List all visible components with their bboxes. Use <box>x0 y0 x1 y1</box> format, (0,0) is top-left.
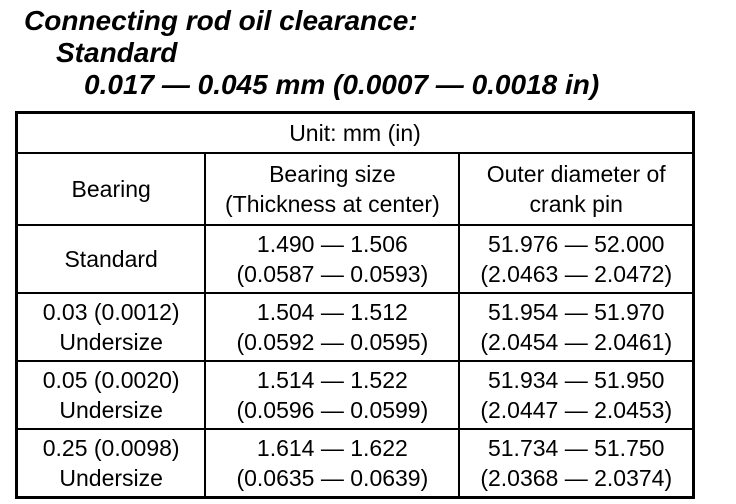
cell-bearing: 0.03 (0.0012) Undersize <box>15 292 207 362</box>
cell-bearing: 0.25 (0.0098) Undersize <box>15 428 207 499</box>
cell-crank-pin-diameter: 51.734 — 51.750 (2.0368 — 2.0374) <box>458 428 695 499</box>
cell-bearing-size: 1.504 — 1.512 (0.0592 — 0.0595) <box>204 292 461 362</box>
col-header-crank-pin-diameter: Outer diameter of crank pin <box>458 152 695 226</box>
spec-standard-label: Standard <box>56 37 178 68</box>
table-header-row: Bearing Bearing size (Thickness at cente… <box>15 152 695 226</box>
unit-label: Unit: mm (in) <box>15 111 695 154</box>
table-row-undersize-005: 0.05 (0.0020) Undersize 1.514 — 1.522 (0… <box>15 360 695 430</box>
cell-crank-pin-diameter: 51.954 — 51.970 (2.0454 — 2.0461) <box>458 292 695 362</box>
cell-crank-pin-diameter: 51.934 — 51.950 (2.0447 — 2.0453) <box>458 360 695 430</box>
col-header-bearing-size: Bearing size (Thickness at center) <box>204 152 461 226</box>
spec-heading: Connecting rod oil clearance: Standard 0… <box>0 0 736 101</box>
cell-bearing-size: 1.614 — 1.622 (0.0635 — 0.0639) <box>204 428 461 499</box>
cell-bearing-size: 1.490 — 1.506 (0.0587 — 0.0593) <box>204 224 461 294</box>
table-row-undersize-003: 0.03 (0.0012) Undersize 1.504 — 1.512 (0… <box>15 292 695 362</box>
cell-bearing-size: 1.514 — 1.522 (0.0596 — 0.0599) <box>204 360 461 430</box>
unit-row: Unit: mm (in) <box>15 111 695 154</box>
spec-title: Connecting rod oil clearance: <box>24 5 418 36</box>
cell-bearing: Standard <box>15 224 207 294</box>
cell-bearing: 0.05 (0.0020) Undersize <box>15 360 207 430</box>
spec-standard-value: 0.017 — 0.045 mm (0.0007 — 0.0018 in) <box>84 69 600 100</box>
col-header-bearing: Bearing <box>15 152 207 226</box>
table-row-standard: Standard 1.490 — 1.506 (0.0587 — 0.0593)… <box>15 224 695 294</box>
cell-crank-pin-diameter: 51.976 — 52.000 (2.0463 — 2.0472) <box>458 224 695 294</box>
bearing-spec-table: Unit: mm (in) Bearing Bearing size (Thic… <box>15 111 695 499</box>
table-row-undersize-025: 0.25 (0.0098) Undersize 1.614 — 1.622 (0… <box>15 428 695 499</box>
